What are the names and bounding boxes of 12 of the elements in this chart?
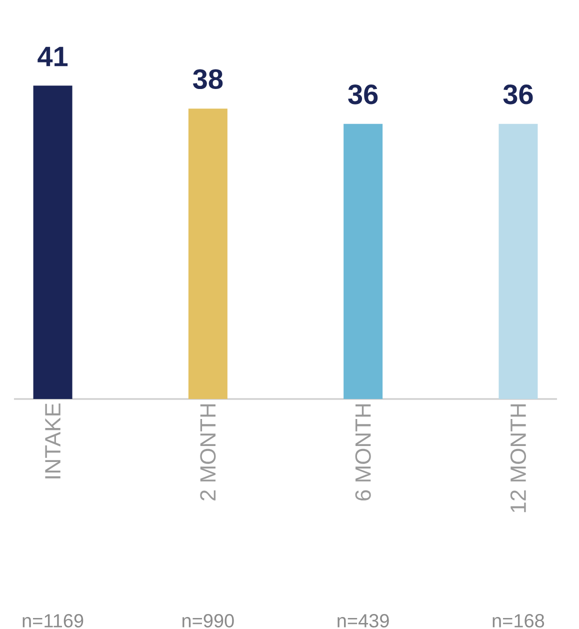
data-label: 36 (503, 84, 533, 104)
x-tick-label: 6 MONTH (355, 404, 371, 500)
data-label: 36 (348, 84, 378, 104)
text: n=990 (182, 614, 234, 628)
data-label: 38 (193, 69, 223, 90)
x-tick-label: 2 MONTH (200, 404, 216, 500)
x-tick-label: INTAKE (45, 403, 60, 478)
text: n=1169 (22, 614, 84, 628)
text: n=168 (492, 614, 544, 628)
data-label: 41 (38, 46, 68, 66)
x-tick-label: 12 MONTH (510, 404, 526, 512)
text: n=439 (338, 614, 389, 628)
